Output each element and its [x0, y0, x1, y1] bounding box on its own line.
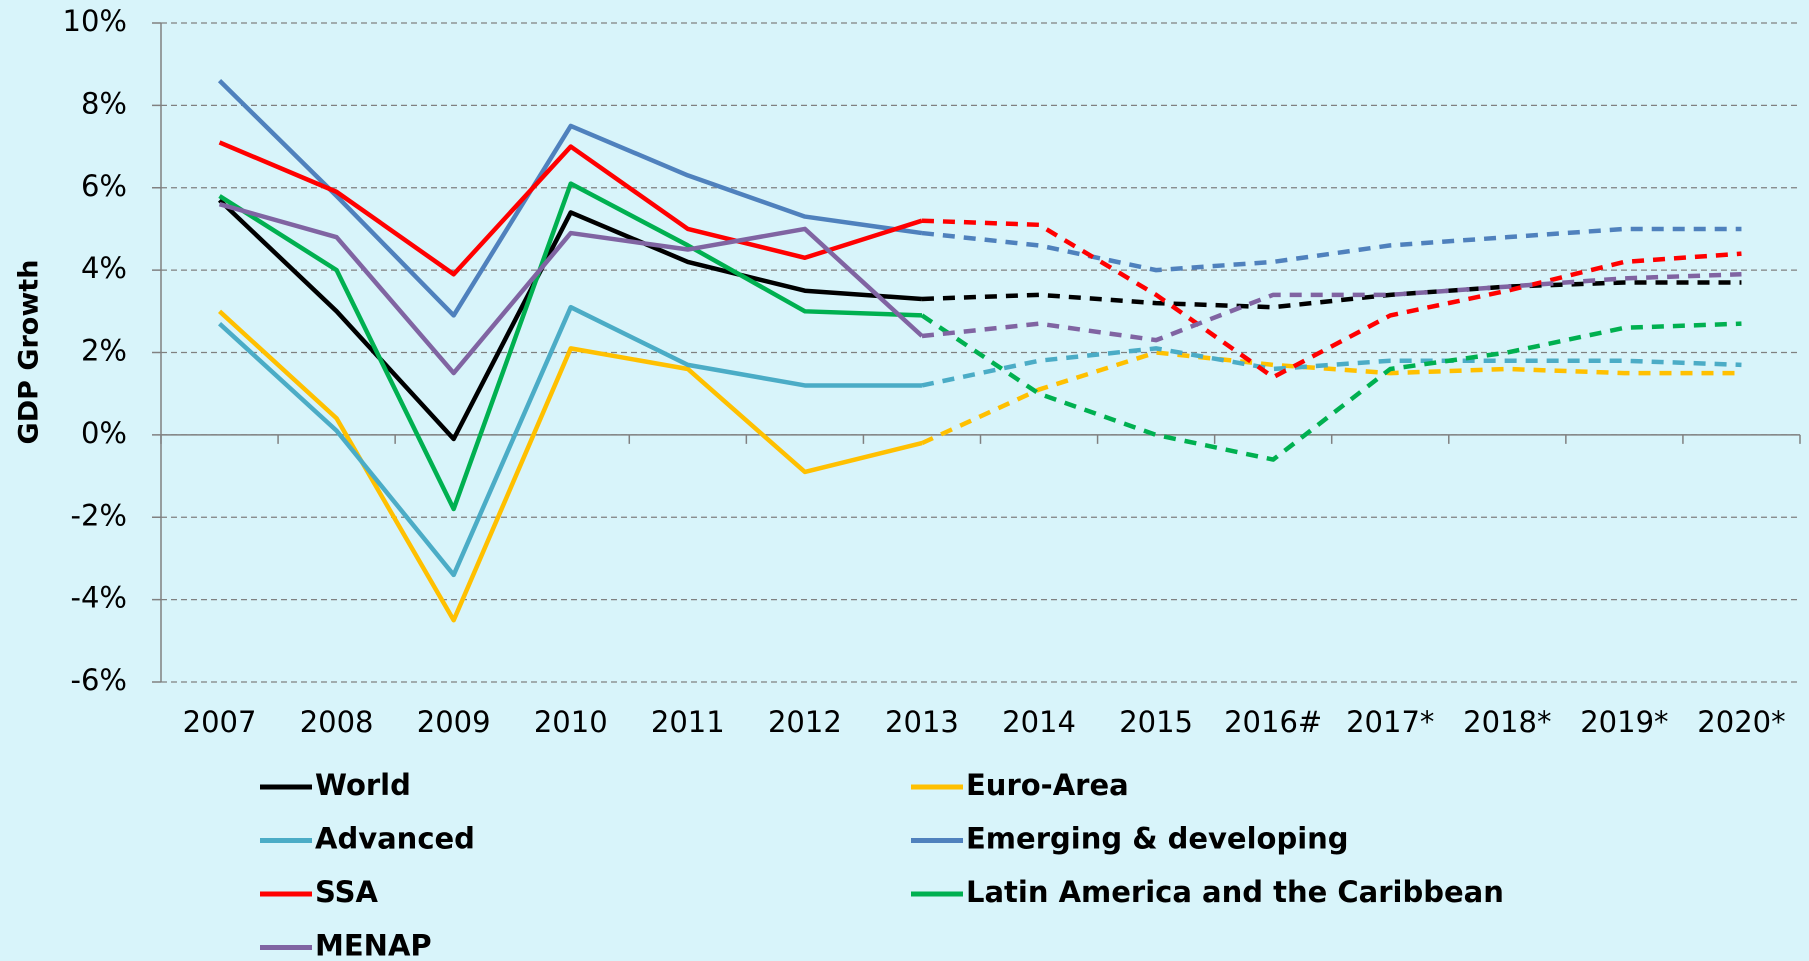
legend-label: Emerging & developing	[966, 822, 1349, 856]
x-tick-label: 2018*	[1463, 705, 1551, 739]
x-tick-label: 2013	[885, 705, 959, 739]
series-line-dashed	[921, 280, 1742, 310]
x-tick-label: 2014	[1002, 705, 1076, 739]
y-tick-label: 4%	[81, 251, 127, 285]
x-tick-label: 2008	[300, 705, 374, 739]
legend-label: Euro-Area	[966, 768, 1129, 802]
y-tick-label: -6%	[71, 663, 127, 697]
legend-label: MENAP	[315, 929, 432, 961]
series-line-dashed	[921, 350, 1742, 446]
y-tick-label: 0%	[81, 416, 127, 450]
x-tick-label: 2011	[651, 705, 725, 739]
x-tick-label: 2016#	[1224, 705, 1322, 739]
x-tick-label: 2007	[183, 705, 257, 739]
x-tick-label: 2019*	[1580, 705, 1668, 739]
series-line	[218, 202, 924, 376]
y-tick-label: 10%	[63, 4, 127, 38]
legend-label: World	[315, 768, 411, 802]
legend-label: Latin America and the Caribbean	[966, 875, 1504, 909]
series-line	[218, 181, 923, 512]
y-tick-label: 2%	[81, 334, 127, 368]
x-tick-label: 2010	[534, 705, 608, 739]
y-tick-label: 6%	[81, 169, 127, 203]
series-line-dashed	[921, 271, 1742, 343]
x-tick-label: 2012	[768, 705, 842, 739]
x-tick-label: 2009	[417, 705, 491, 739]
series-line	[217, 198, 923, 442]
series-line-dashed	[921, 218, 1742, 380]
x-tick-label: 2017*	[1346, 705, 1434, 739]
x-tick-label: 2020*	[1697, 705, 1785, 739]
series-line	[218, 309, 923, 623]
series-line	[218, 304, 922, 578]
series-line	[218, 140, 923, 277]
y-tick-label: -2%	[71, 498, 127, 532]
y-tick-label: 8%	[81, 86, 127, 120]
legend-label: SSA	[315, 875, 378, 909]
y-axis-label: GDP Growth	[14, 260, 45, 445]
y-tick-label: -4%	[71, 581, 127, 615]
legend-label: Advanced	[315, 822, 475, 856]
series-line-dashed	[921, 226, 1742, 273]
x-tick-label: 2015	[1119, 705, 1193, 739]
series-line	[217, 79, 923, 318]
